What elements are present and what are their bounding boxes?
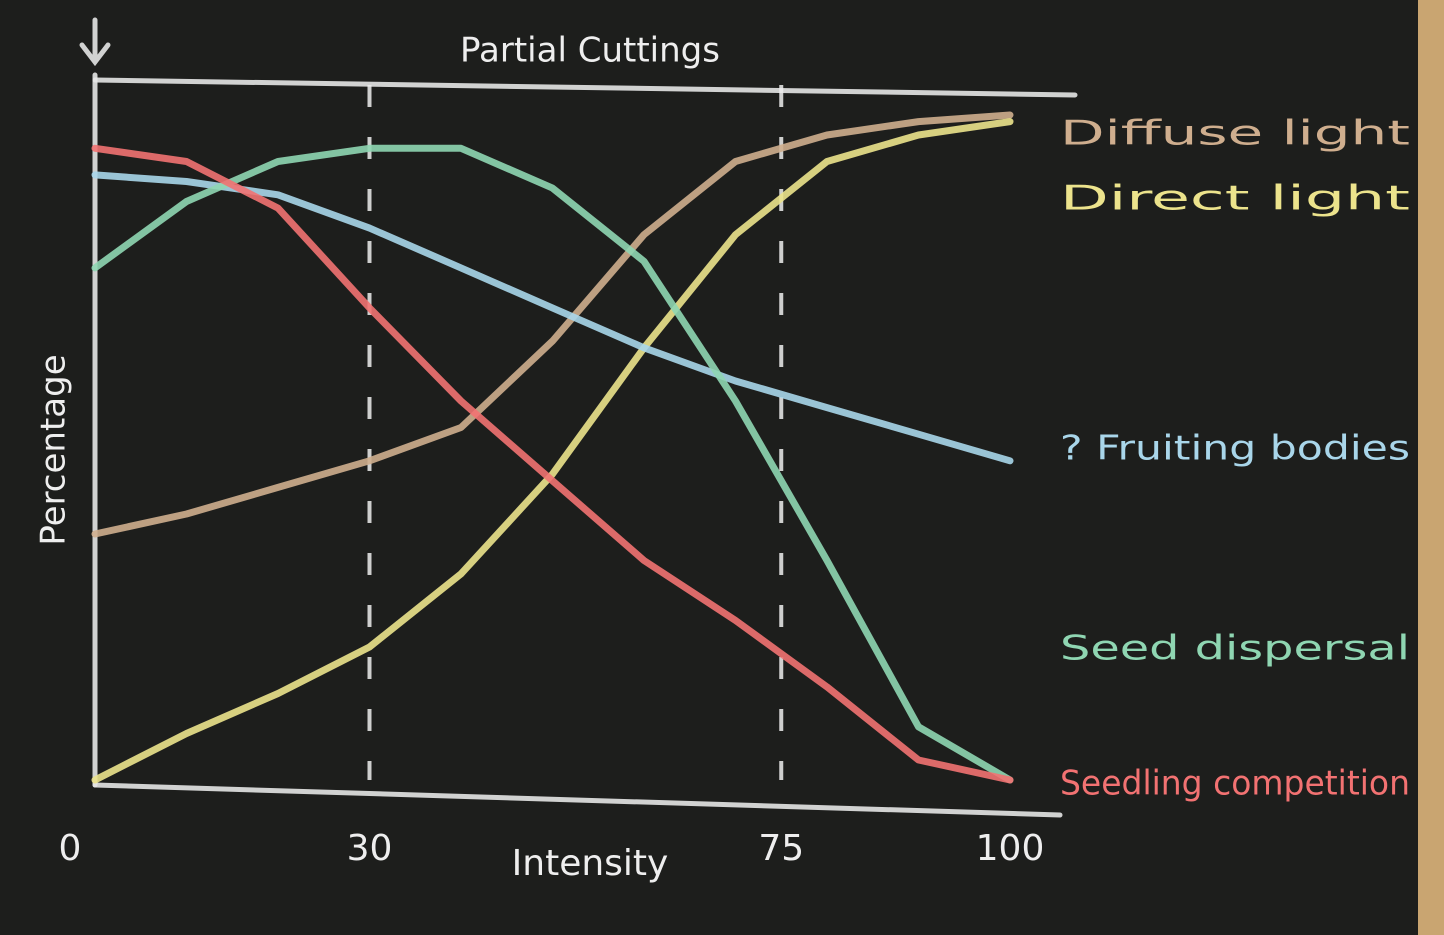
board-frame: [1418, 0, 1444, 935]
x-tick-label: 0: [59, 828, 82, 869]
annotation: Partial Cuttings: [460, 31, 720, 71]
series-label: Diffuse light: [1060, 114, 1410, 154]
series-label: ? Fruiting bodies: [1060, 429, 1410, 469]
x-tick-label: 100: [976, 828, 1045, 869]
series-label: Seedling competition: [1060, 764, 1410, 804]
x-axis-label: Intensity: [512, 843, 669, 884]
x-tick-label: 30: [347, 828, 393, 869]
series-label: Seed dispersal: [1060, 629, 1410, 669]
y-axis-label: Percentage: [34, 354, 74, 545]
series-label: Direct light: [1060, 179, 1410, 219]
chalkboard-chart: Partial Cuttings Intensity Percentage 0 3…: [0, 0, 1444, 935]
x-tick-label: 75: [758, 828, 804, 869]
